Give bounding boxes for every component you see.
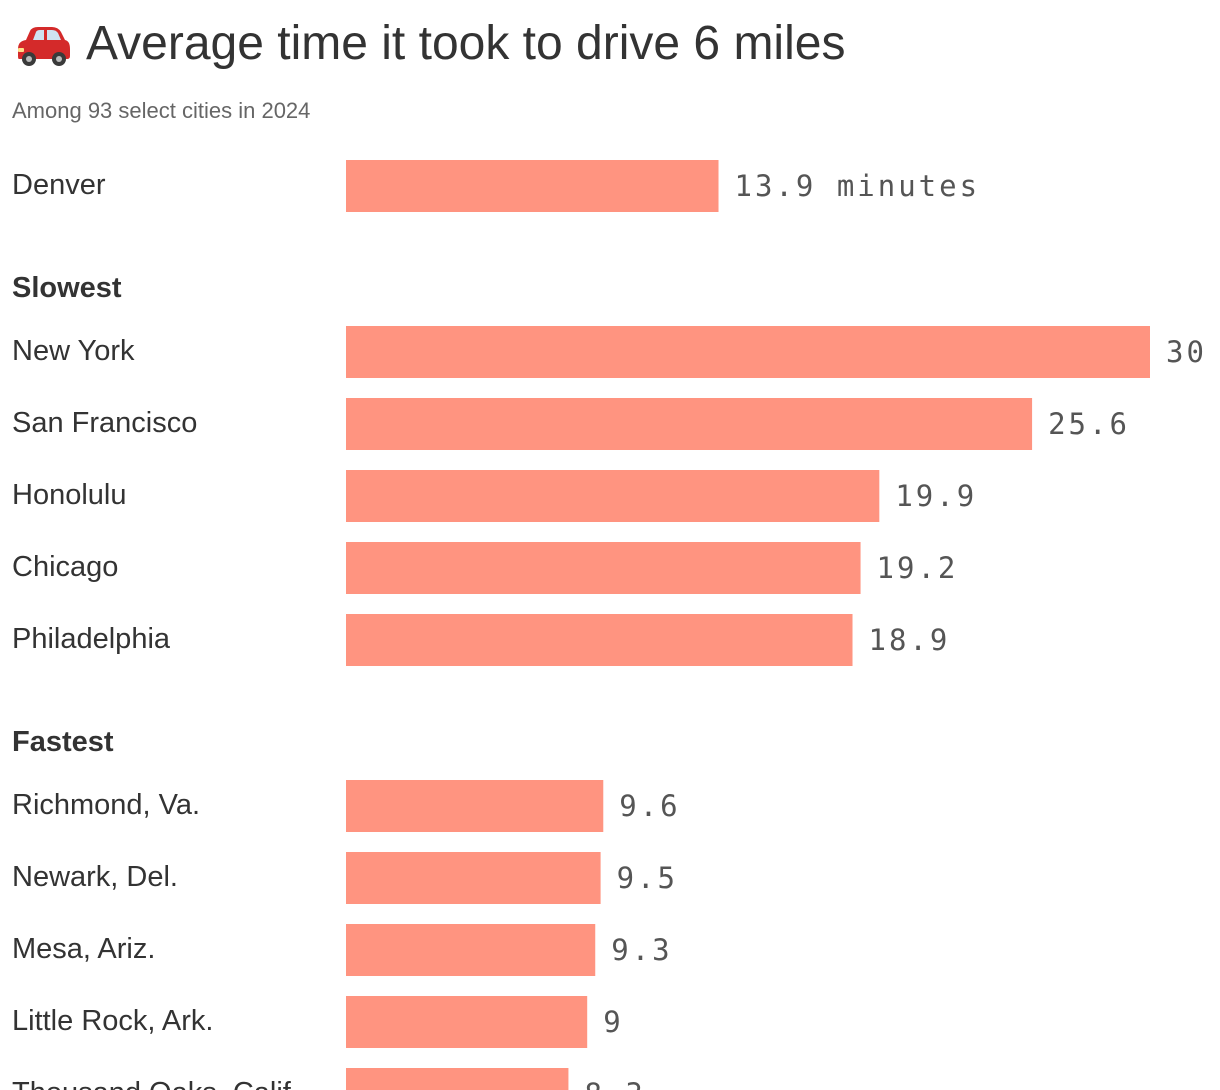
value-label-san-francisco: 25.6 — [1048, 407, 1130, 441]
group-heading-fastest: Fastest — [12, 726, 114, 758]
city-label-little-rock-ark: Little Rock, Ark. — [12, 1005, 213, 1037]
bar-richmond-va — [346, 780, 604, 832]
bar-san-francisco — [346, 398, 1033, 450]
city-label-new-york: New York — [12, 335, 135, 367]
chart-title: Average time it took to drive 6 miles — [86, 17, 846, 70]
bar-new-york — [346, 326, 1150, 378]
city-label-honolulu: Honolulu — [12, 479, 126, 511]
bar-mesa-ariz — [346, 924, 596, 976]
bar-honolulu — [346, 470, 880, 522]
city-label-thousand-oaks-calif: Thousand Oaks, Calif. — [12, 1077, 299, 1090]
bar-little-rock-ark — [346, 996, 588, 1048]
city-label-denver: Denver — [12, 169, 106, 201]
bar-denver — [346, 160, 719, 212]
city-label-mesa-ariz: Mesa, Ariz. — [12, 933, 155, 965]
value-label-denver: 13.9 minutes — [735, 169, 981, 203]
city-label-richmond-va: Richmond, Va. — [12, 789, 200, 821]
bar-thousand-oaks-calif — [346, 1068, 569, 1090]
bar-chicago — [346, 542, 861, 594]
chart-header: Average time it took to drive 6 miles — [12, 14, 845, 74]
city-label-san-francisco: San Francisco — [12, 407, 197, 439]
value-label-richmond-va: 9.6 — [619, 789, 680, 823]
value-label-chicago: 19.2 — [877, 551, 959, 585]
car-icon — [18, 27, 70, 66]
chart-title-row: Average time it took to drive 6 miles — [12, 14, 845, 74]
value-label-philadelphia: 18.9 — [869, 623, 951, 657]
value-label-mesa-ariz: 9.3 — [611, 933, 672, 967]
value-label-newark-del: 9.5 — [617, 861, 678, 895]
value-label-little-rock-ark: 9 — [603, 1005, 623, 1039]
city-label-chicago: Chicago — [12, 551, 118, 583]
bar-philadelphia — [346, 614, 853, 666]
chart-subtitle: Among 93 select cities in 2024 — [12, 98, 311, 123]
value-label-new-york: 30 — [1166, 335, 1207, 369]
value-label-thousand-oaks-calif: 8.3 — [584, 1077, 645, 1090]
bar-newark-del — [346, 852, 601, 904]
group-heading-slowest: Slowest — [12, 272, 122, 304]
city-label-newark-del: Newark, Del. — [12, 861, 178, 893]
city-label-philadelphia: Philadelphia — [12, 623, 171, 655]
value-label-honolulu: 19.9 — [895, 479, 977, 513]
